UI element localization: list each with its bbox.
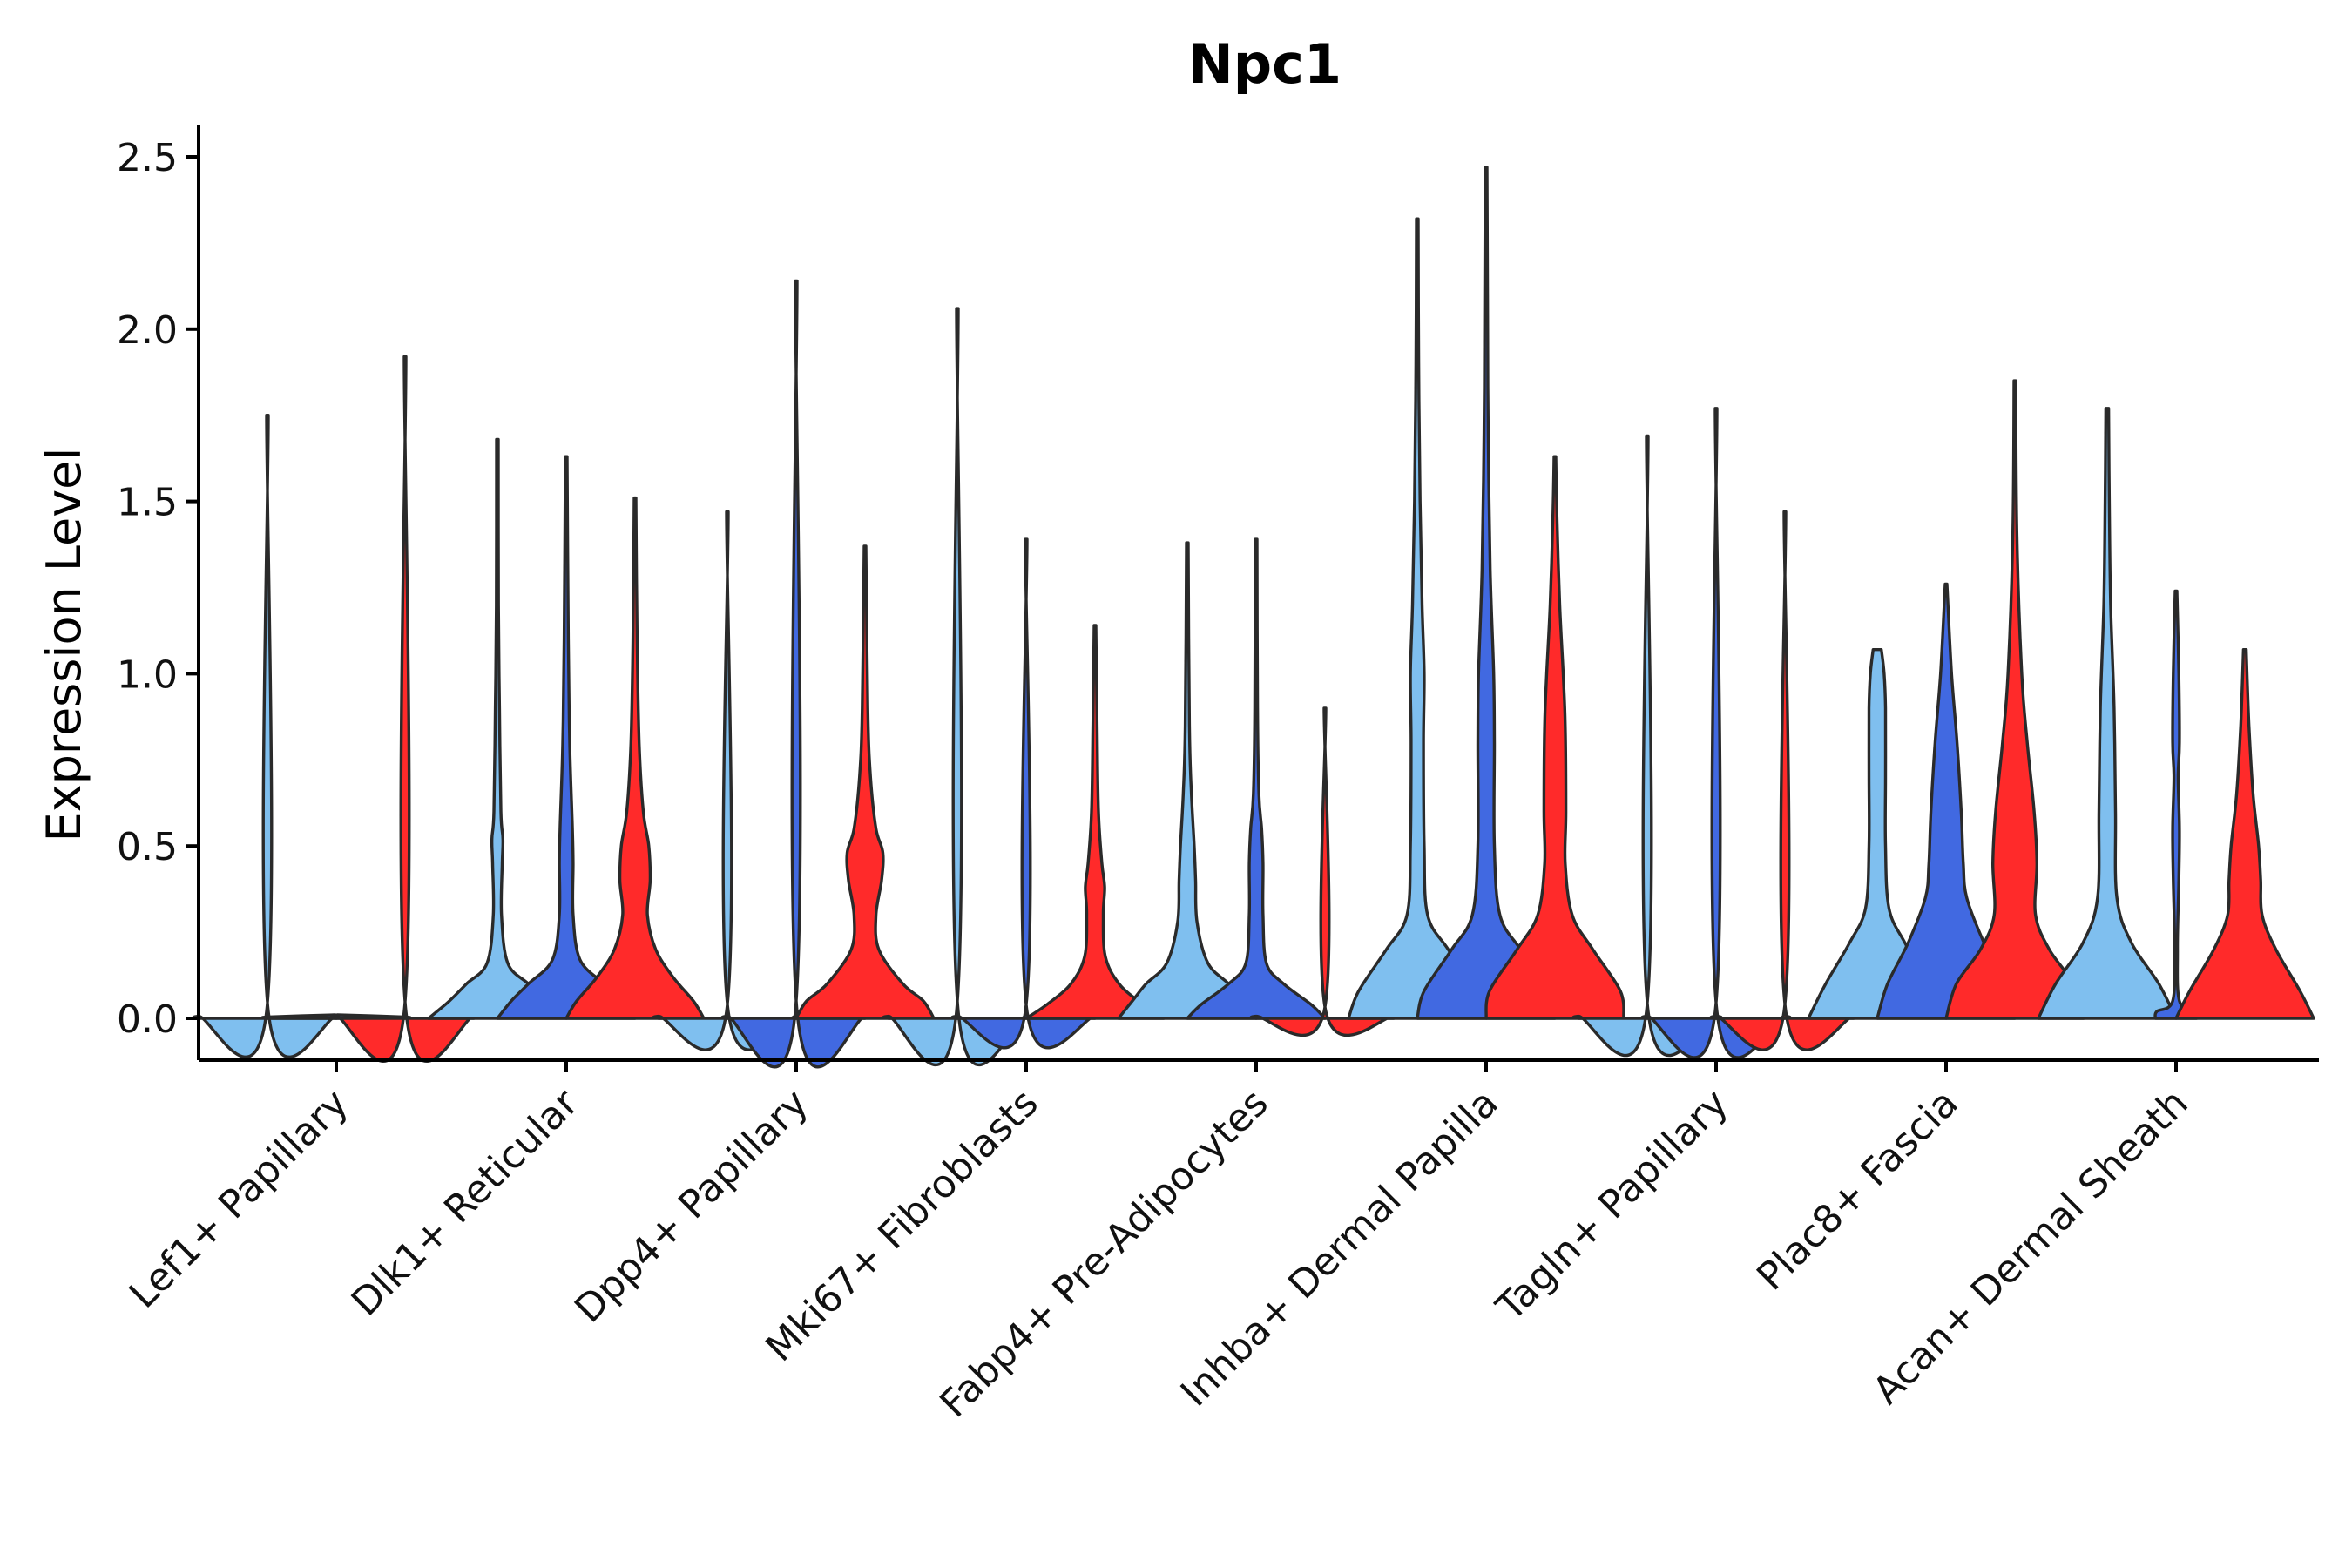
violin-group-2-4 — [950, 537, 1102, 1050]
y-axis: 0.0 0.5 1.0 1.5 2.0 2.5 — [117, 125, 200, 1060]
violin-group-3-1 — [329, 355, 481, 1063]
violin-group-2-8 — [1876, 582, 2017, 1020]
violin-group-1-8 — [1807, 648, 1948, 1020]
violin-group-3-5 — [1249, 706, 1401, 1037]
chart-title: Npc1 — [1188, 32, 1342, 96]
x-tick-label: Plac8+ Fascia — [1748, 1081, 1967, 1300]
violin-group-3-3 — [794, 544, 936, 1020]
x-tick-label: Dpp4+ Papillary — [566, 1081, 817, 1332]
x-tick-label: Lef1+ Papillary — [121, 1081, 357, 1317]
violin-group-1-5 — [1117, 541, 1258, 1020]
x-tick-label: Dlk1+ Reticular — [343, 1080, 588, 1325]
violin-group-2-3 — [720, 279, 872, 1069]
y-axis-label: Expression Level — [37, 448, 91, 842]
y-tick-label: 0.0 — [117, 997, 178, 1042]
violin-group-3-7 — [1709, 510, 1861, 1051]
violin-group-1-2 — [427, 437, 568, 1020]
violin-group-2-2 — [496, 455, 637, 1020]
y-tick-label: 2.5 — [117, 136, 178, 180]
violin-group-3-6 — [1484, 455, 1625, 1020]
violins-group — [192, 166, 2315, 1069]
violin-group-2-6 — [1416, 166, 1557, 1020]
violin-group-2-9 — [2153, 589, 2199, 1020]
violin-group-3-9 — [2174, 648, 2315, 1020]
y-tick-label: 1.5 — [117, 481, 178, 525]
violin-group-1-9 — [2037, 407, 2178, 1020]
violin-group-1-4 — [882, 307, 1033, 1067]
y-tick-label: 1.0 — [117, 652, 178, 697]
violin-group-1-6 — [1347, 217, 1488, 1020]
violin-group-2-5 — [1186, 537, 1327, 1020]
violin-group-1-1 — [192, 414, 343, 1058]
x-tick-label: Tagln+ Papillary — [1488, 1081, 1737, 1330]
y-tick-label: 2.0 — [117, 308, 178, 353]
y-tick-label: 0.5 — [117, 825, 178, 869]
violin-group-2-7 — [1640, 407, 1792, 1059]
violin-group-3-4 — [1024, 624, 1166, 1020]
violin-group-3-2 — [564, 496, 706, 1020]
violin-group-3-8 — [1944, 379, 2085, 1020]
violin-group-1-3 — [652, 510, 803, 1051]
